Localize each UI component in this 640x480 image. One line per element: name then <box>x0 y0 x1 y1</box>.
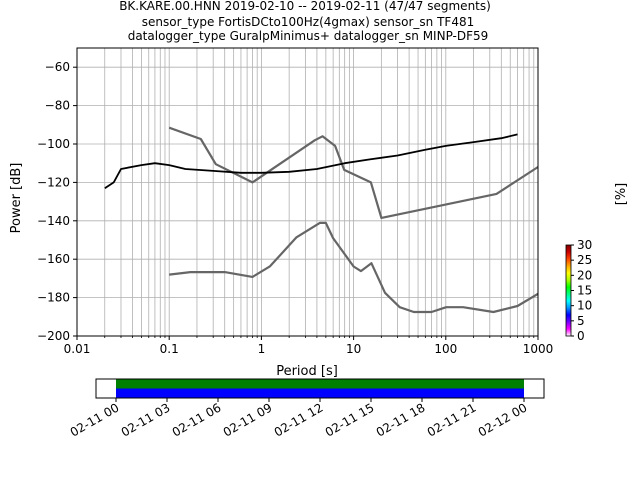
x-axis-ticks: 0.01 0.1 1 10 100 1000 <box>64 336 554 356</box>
colorbar-label: [%] <box>614 183 629 206</box>
y-tick-label: −120 <box>37 175 70 189</box>
grid <box>76 48 538 337</box>
timeline-tick-label: 02-11 21 <box>425 400 479 439</box>
chart-subtitle-sensor: sensor_type FortisDCto100Hz(4gmax) senso… <box>142 15 474 29</box>
timeline-tick-label: 02-11 03 <box>119 400 173 439</box>
y-tick-label: −60 <box>45 60 70 74</box>
timeline-tick-label: 02-11 15 <box>323 400 377 439</box>
colorbar-tick-label: 25 <box>577 253 592 267</box>
x-tick-label: 0.01 <box>64 342 91 356</box>
y-tick-label: −180 <box>37 291 70 305</box>
y-tick-label: −160 <box>37 252 70 266</box>
coverage-bar <box>116 379 524 389</box>
colorbar-tick-label: 20 <box>577 268 592 282</box>
x-tick-label: 1000 <box>523 342 554 356</box>
colorbar-tick-label: 5 <box>577 314 585 328</box>
timeline-tick-label: 02-11 09 <box>221 400 275 439</box>
coverage-bar <box>116 388 524 398</box>
timeline-tick-label: 02-11 18 <box>374 400 428 439</box>
chart-subtitle-datalogger: datalogger_type GuralpMinimus+ datalogge… <box>128 29 489 43</box>
colorbar-bar <box>565 244 572 337</box>
title-block: BK.KARE.00.HNN 2019-02-10 -- 2019-02-11 … <box>119 0 491 43</box>
x-axis-label: Period [s] <box>276 364 338 379</box>
colorbar-tick-label: 30 <box>577 238 592 252</box>
x-tick-label: 100 <box>434 342 457 356</box>
timeline-tick-label: 02-12 00 <box>476 400 530 439</box>
noise-model-high-line <box>168 126 538 219</box>
y-tick-label: −80 <box>45 99 70 113</box>
x-tick-label: 1 <box>258 342 266 356</box>
plot-frame <box>76 47 539 337</box>
y-axis-ticks: −200 −180 −160 −140 −120 −100 −80 −60 <box>37 60 77 343</box>
x-tick-label: 10 <box>346 342 361 356</box>
y-tick-label: −200 <box>37 329 70 343</box>
timeline-tick-label: 02-11 00 <box>68 400 122 439</box>
colorbar-tick-label: 15 <box>577 284 592 298</box>
y-tick-label: −100 <box>37 137 70 151</box>
y-tick-label: −140 <box>37 214 70 228</box>
y-axis-label: Power [dB] <box>9 163 24 234</box>
timeline-tick-label: 02-11 12 <box>272 400 326 439</box>
colorbar-tick-label: 10 <box>577 299 592 313</box>
x-tick-label: 0.1 <box>160 342 179 356</box>
chart-title: BK.KARE.00.HNN 2019-02-10 -- 2019-02-11 … <box>119 0 491 13</box>
psd-plot: 0.01 0.1 1 10 100 1000 −200 −180 −160 −140 −120 −10… <box>37 47 554 356</box>
noise-model-low-line <box>169 221 538 314</box>
timeline-tick-label: 02-11 06 <box>170 400 224 439</box>
colorbar-tick-label: 0 <box>577 329 585 343</box>
mean-line <box>104 133 518 189</box>
